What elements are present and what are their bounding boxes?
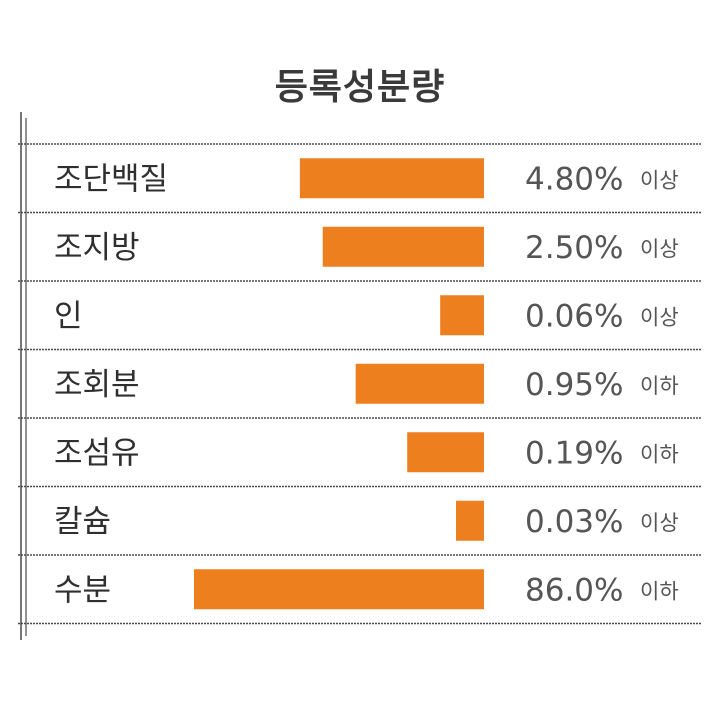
value-label: 0.95%: [525, 367, 623, 403]
value-label: 0.06%: [525, 298, 623, 334]
category-label: 인: [54, 298, 83, 334]
value-label: 4.80%: [525, 161, 623, 197]
category-label: 조섬유: [54, 435, 140, 471]
category-label: 조단백질: [54, 161, 168, 197]
value-label: 2.50%: [525, 230, 623, 266]
qualifier-label: 이하: [640, 579, 679, 603]
bar: [407, 432, 484, 473]
qualifier-label: 이하: [640, 374, 679, 398]
qualifier-label: 이상: [640, 305, 679, 329]
bar: [456, 500, 484, 541]
value-label: 0.03%: [525, 504, 623, 540]
bar: [194, 569, 484, 610]
qualifier-label: 이하: [640, 442, 679, 466]
value-label: 86.0%: [525, 572, 623, 608]
qualifier-label: 이상: [640, 168, 679, 192]
value-label: 0.19%: [525, 435, 623, 471]
bar: [299, 158, 484, 199]
category-label: 조회분: [54, 367, 140, 403]
category-label: 수분: [54, 572, 111, 608]
chart-title: 등록성분량: [274, 67, 446, 108]
category-label: 칼슘: [54, 504, 111, 540]
category-label: 조지방: [54, 230, 140, 266]
qualifier-label: 이상: [640, 237, 679, 261]
qualifier-label: 이상: [640, 511, 679, 535]
bar: [440, 295, 484, 336]
bar: [322, 226, 484, 267]
bar: [355, 363, 484, 404]
